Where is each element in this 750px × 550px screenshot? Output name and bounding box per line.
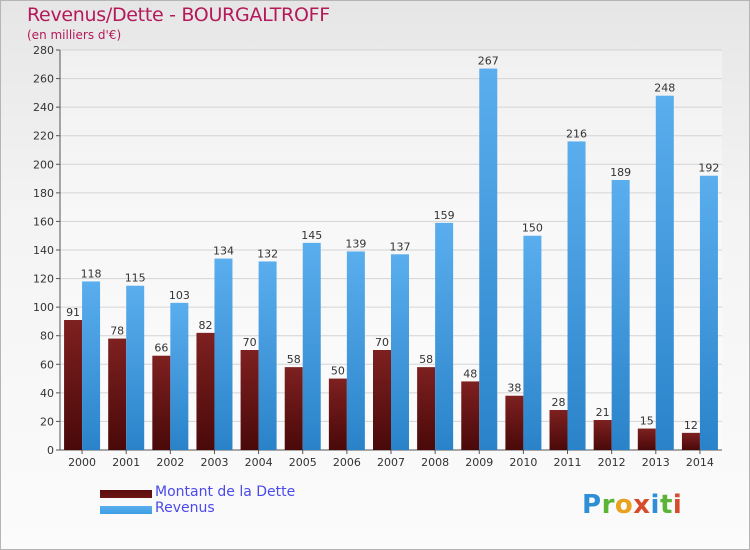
bar-dette: [637, 428, 656, 450]
data-label-dette: 21: [596, 406, 610, 419]
y-tick-label: 60: [40, 358, 54, 371]
chart-title: Revenus/Dette - BOURGALTROFF: [27, 4, 330, 26]
bar-dette: [196, 332, 215, 450]
y-tick-label: 120: [33, 273, 54, 286]
data-label-dette: 15: [640, 415, 654, 428]
bar-revenus: [214, 258, 233, 450]
bar-revenus: [479, 68, 498, 451]
x-tick-label: 2011: [554, 456, 582, 469]
data-label-dette: 28: [552, 396, 566, 409]
data-label-revenus: 159: [434, 209, 455, 222]
data-label-revenus: 216: [566, 127, 587, 140]
bar-revenus: [655, 95, 674, 450]
bar-dette: [373, 350, 391, 450]
y-tick-label: 260: [33, 73, 54, 86]
y-tick-label: 40: [40, 387, 54, 400]
data-label-dette: 48: [463, 367, 477, 380]
data-label-revenus: 150: [522, 222, 543, 235]
bar-dette: [549, 410, 568, 450]
y-tick-label: 0: [47, 444, 54, 457]
data-label-dette: 12: [684, 419, 698, 432]
x-tick-label: 2013: [642, 456, 670, 469]
y-tick-label: 220: [33, 130, 54, 143]
data-label-revenus: 118: [81, 267, 102, 280]
x-tick-label: 2005: [289, 456, 317, 469]
data-label-revenus: 132: [257, 247, 278, 260]
bar-revenus: [346, 251, 365, 450]
data-label-revenus: 189: [610, 166, 631, 179]
bar-dette: [681, 432, 700, 450]
y-tick-label: 280: [33, 44, 54, 57]
bar-revenus: [170, 302, 189, 450]
y-tick-label: 140: [33, 244, 54, 257]
data-label-dette: 78: [110, 325, 124, 338]
legend-swatch-revenus: [100, 506, 152, 514]
data-label-revenus: 134: [213, 245, 234, 258]
bar-dette: [593, 420, 612, 450]
data-label-dette: 91: [66, 306, 80, 319]
bar-dette: [417, 367, 436, 450]
data-label-dette: 82: [198, 319, 212, 332]
data-label-dette: 70: [375, 336, 389, 349]
y-tick-label: 180: [33, 187, 54, 200]
bar-revenus: [611, 180, 630, 450]
x-tick-label: 2006: [333, 456, 361, 469]
data-label-revenus: 248: [654, 82, 675, 95]
data-label-dette: 38: [507, 382, 521, 395]
data-label-revenus: 139: [345, 237, 366, 250]
y-tick-label: 240: [33, 101, 54, 114]
x-tick-label: 2007: [377, 456, 405, 469]
bar-revenus: [302, 242, 321, 450]
x-tick-label: 2003: [200, 456, 228, 469]
legend-label-revenus: Revenus: [155, 500, 215, 516]
bar-revenus: [391, 254, 409, 450]
data-label-revenus: 115: [125, 272, 146, 285]
data-label-dette: 58: [287, 353, 301, 366]
x-tick-label: 2014: [686, 456, 714, 469]
bar-dette: [328, 378, 347, 450]
legend-swatch-dette: [100, 490, 152, 498]
bar-revenus: [523, 235, 542, 450]
y-tick-label: 160: [33, 215, 54, 228]
bar-revenus: [567, 141, 586, 450]
bar-dette: [152, 355, 171, 450]
x-tick-label: 2000: [68, 456, 96, 469]
bar-dette: [505, 395, 524, 450]
bar-dette: [240, 350, 259, 450]
data-label-revenus: 137: [390, 240, 411, 253]
x-tick-label: 2012: [598, 456, 626, 469]
y-tick-label: 20: [40, 415, 54, 428]
bar-revenus: [82, 281, 101, 450]
proxiti-logo: Proxiti: [582, 490, 683, 520]
data-label-dette: 58: [419, 353, 433, 366]
x-tick-label: 2009: [465, 456, 493, 469]
legend-label-dette: Montant de la Dette: [155, 484, 296, 500]
data-label-revenus: 267: [478, 55, 499, 68]
chart-subtitle: (en milliers d'€): [27, 28, 122, 42]
y-tick-label: 100: [33, 301, 54, 314]
y-tick-label: 200: [33, 158, 54, 171]
data-label-revenus: 145: [301, 229, 322, 242]
data-label-dette: 66: [154, 342, 168, 355]
bar-revenus: [258, 261, 277, 450]
data-label-dette: 50: [331, 365, 345, 378]
y-tick-label: 80: [40, 330, 54, 343]
x-tick-label: 2002: [156, 456, 184, 469]
x-tick-label: 2001: [112, 456, 140, 469]
bar-revenus: [126, 285, 145, 450]
bar-dette: [461, 381, 480, 450]
data-label-dette: 70: [243, 336, 257, 349]
bar-dette: [284, 367, 303, 450]
bar-revenus: [435, 222, 454, 450]
x-tick-label: 2010: [509, 456, 537, 469]
x-tick-label: 2008: [421, 456, 449, 469]
x-tick-label: 2004: [245, 456, 273, 469]
data-label-revenus: 192: [698, 162, 719, 175]
data-label-revenus: 103: [169, 289, 190, 302]
bar-revenus: [699, 175, 718, 450]
bar-dette: [108, 338, 127, 450]
bar-dette: [64, 320, 83, 450]
